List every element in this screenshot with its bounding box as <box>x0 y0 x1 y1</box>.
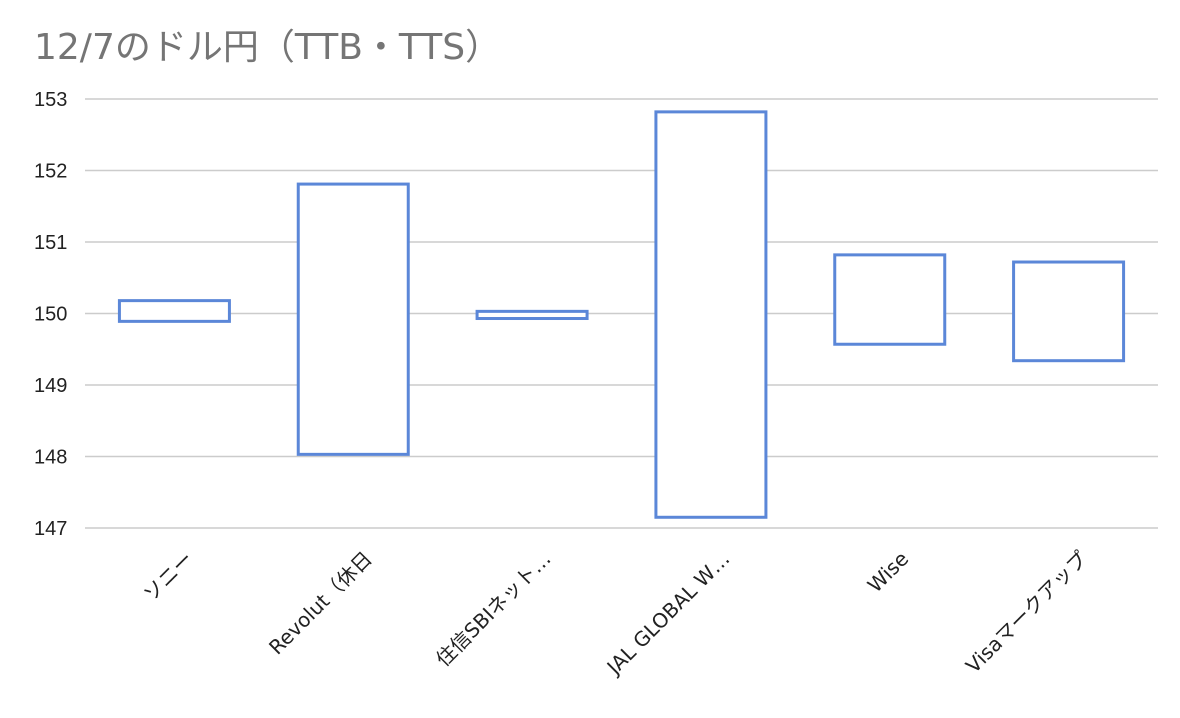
chart-title: 12/7のドル円（TTB・TTS） <box>34 27 502 68</box>
range-box <box>117 299 231 323</box>
y-tick-label: 148 <box>34 447 67 469</box>
range-box <box>475 309 589 321</box>
y-axis-ticks: 147 148 149 150 151 152 153 <box>34 89 67 540</box>
y-tick-label: 152 <box>34 161 67 183</box>
range-box <box>833 253 947 346</box>
range-box <box>1012 260 1126 363</box>
range-box <box>654 110 768 519</box>
x-tick-label: JAL GLOBAL W… <box>601 547 735 681</box>
y-tick-label: 150 <box>34 304 67 326</box>
x-tick-label: ソニー <box>139 547 198 606</box>
x-tick-label: Wise <box>863 547 914 598</box>
data-boxes <box>117 110 1126 519</box>
x-axis-ticks: ソニー Revolut（休日 住信SBIネット… JAL GLOBAL W… Wise V… <box>139 547 1093 681</box>
y-tick-label: 151 <box>34 232 67 254</box>
y-tick-label: 147 <box>34 518 67 540</box>
x-tick-label: Visaマークアップ <box>961 547 1092 678</box>
y-tick-label: 149 <box>34 375 67 397</box>
gridlines <box>85 98 1158 529</box>
x-tick-label: Revolut（休日 <box>264 547 377 660</box>
range-box <box>296 182 410 456</box>
y-tick-label: 153 <box>34 89 67 111</box>
x-tick-label: 住信SBIネット… <box>431 547 556 672</box>
